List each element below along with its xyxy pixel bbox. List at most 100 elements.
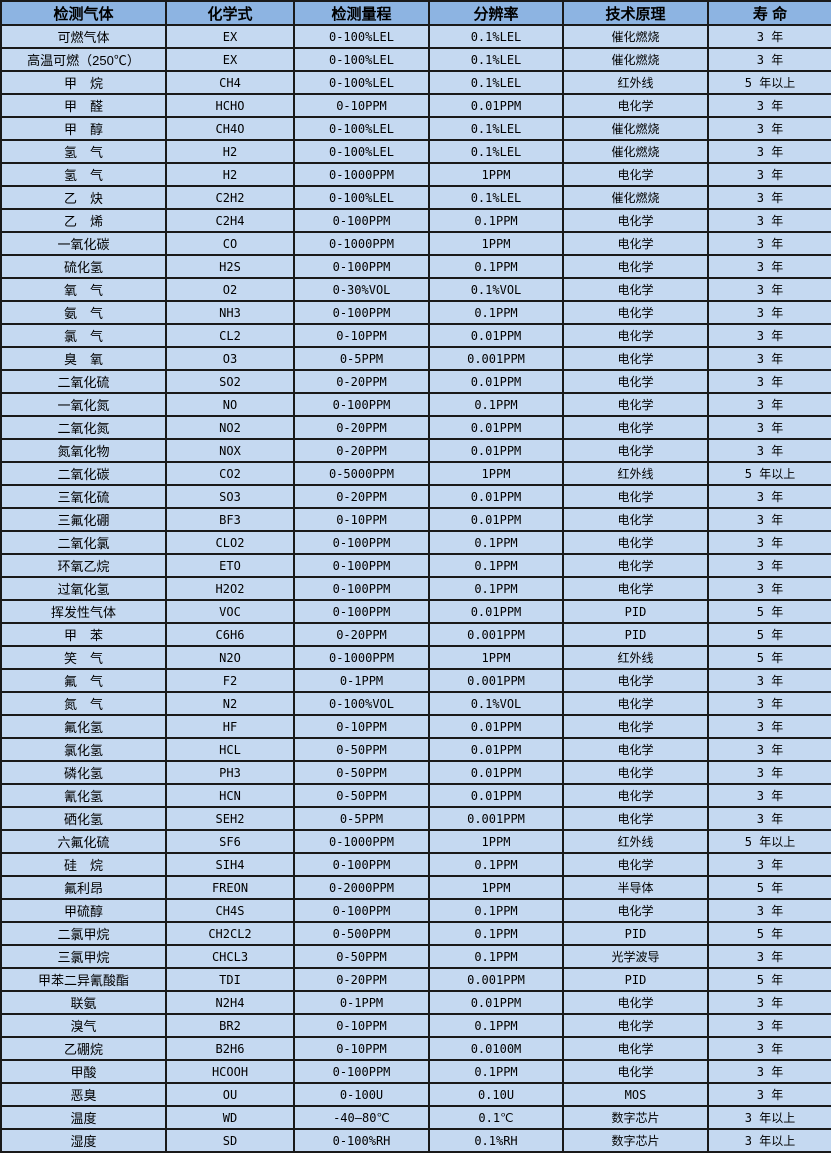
table-row: 硒化氢 SEH2 0-5PPM 0.001PPM 电化学 3 年	[0, 806, 831, 831]
cell-range: 0-20PPM	[293, 415, 430, 440]
cell-principle: 半导体	[562, 875, 709, 900]
cell-range: 0-100PPM	[293, 208, 430, 233]
cell-principle: 电化学	[562, 162, 709, 187]
cell-formula: HCOOH	[165, 1059, 295, 1084]
cell-lifespan: 3 年以上	[707, 1105, 831, 1130]
cell-range: 0-5PPM	[293, 806, 430, 831]
cell-lifespan: 3 年	[707, 553, 831, 578]
cell-gas: 氰化氢	[0, 783, 167, 808]
cell-formula: FREON	[165, 875, 295, 900]
cell-resolution: 0.001PPM	[428, 806, 564, 831]
cell-gas: 氨 气	[0, 300, 167, 325]
cell-resolution: 0.001PPM	[428, 622, 564, 647]
cell-principle: 电化学	[562, 668, 709, 693]
cell-gas: 二氧化氯	[0, 530, 167, 555]
table-row: 氮 气 N2 0-100%VOL 0.1%VOL 电化学 3 年	[0, 691, 831, 716]
cell-principle: 电化学	[562, 1036, 709, 1061]
cell-principle: 电化学	[562, 783, 709, 808]
cell-lifespan: 3 年	[707, 806, 831, 831]
table-row: 恶臭 OU 0-100U 0.10U MOS 3 年	[0, 1082, 831, 1107]
cell-gas: 甲 烷	[0, 70, 167, 95]
table-row: 三氯甲烷 CHCL3 0-50PPM 0.1PPM 光学波导 3 年	[0, 944, 831, 969]
cell-lifespan: 3 年	[707, 392, 831, 417]
cell-formula: CH4	[165, 70, 295, 95]
cell-principle: PID	[562, 921, 709, 946]
cell-formula: CL2	[165, 323, 295, 348]
cell-gas: 硒化氢	[0, 806, 167, 831]
cell-resolution: 0.1PPM	[428, 576, 564, 601]
cell-principle: 电化学	[562, 553, 709, 578]
cell-lifespan: 5 年以上	[707, 461, 831, 486]
cell-gas: 氮 气	[0, 691, 167, 716]
cell-formula: SEH2	[165, 806, 295, 831]
cell-range: 0-100PPM	[293, 553, 430, 578]
table-row: 氯化氢 HCL 0-50PPM 0.01PPM 电化学 3 年	[0, 737, 831, 762]
cell-resolution: 1PPM	[428, 461, 564, 486]
cell-lifespan: 5 年	[707, 921, 831, 946]
cell-lifespan: 3 年	[707, 369, 831, 394]
cell-range: 0-2000PPM	[293, 875, 430, 900]
cell-resolution: 0.01PPM	[428, 484, 564, 509]
cell-gas: 二氧化氮	[0, 415, 167, 440]
cell-lifespan: 3 年	[707, 185, 831, 210]
cell-resolution: 1PPM	[428, 829, 564, 854]
cell-gas: 甲硫醇	[0, 898, 167, 923]
cell-principle: 电化学	[562, 208, 709, 233]
cell-principle: 电化学	[562, 323, 709, 348]
cell-range: 0-10PPM	[293, 323, 430, 348]
cell-range: 0-100PPM	[293, 300, 430, 325]
cell-gas: 挥发性气体	[0, 599, 167, 624]
cell-principle: 电化学	[562, 369, 709, 394]
table-row: 硫化氢 H2S 0-100PPM 0.1PPM 电化学 3 年	[0, 254, 831, 279]
cell-lifespan: 5 年	[707, 645, 831, 670]
cell-formula: N2O	[165, 645, 295, 670]
cell-resolution: 0.1PPM	[428, 254, 564, 279]
cell-formula: HCN	[165, 783, 295, 808]
cell-resolution: 0.1%LEL	[428, 70, 564, 95]
cell-lifespan: 3 年	[707, 507, 831, 532]
cell-formula: SF6	[165, 829, 295, 854]
cell-gas: 六氟化硫	[0, 829, 167, 854]
cell-range: 0-10PPM	[293, 1013, 430, 1038]
cell-lifespan: 3 年	[707, 1013, 831, 1038]
cell-formula: NO	[165, 392, 295, 417]
cell-lifespan: 3 年	[707, 898, 831, 923]
cell-resolution: 0.01PPM	[428, 737, 564, 762]
cell-range: 0-50PPM	[293, 944, 430, 969]
table-row: 甲 苯 C6H6 0-20PPM 0.001PPM PID 5 年	[0, 622, 831, 647]
cell-gas: 环氧乙烷	[0, 553, 167, 578]
table-row: 二氧化硫 SO2 0-20PPM 0.01PPM 电化学 3 年	[0, 369, 831, 394]
cell-principle: PID	[562, 967, 709, 992]
table-body: 可燃气体 EX 0-100%LEL 0.1%LEL 催化燃烧 3 年高温可燃（250℃） E…	[0, 24, 831, 1153]
table-header: 检测气体 化学式 检测量程 分辨率 技术原理 寿 命	[0, 0, 831, 26]
cell-lifespan: 5 年以上	[707, 70, 831, 95]
cell-formula: SO3	[165, 484, 295, 509]
cell-principle: 催化燃烧	[562, 47, 709, 72]
table-row: 一氧化碳 CO 0-1000PPM 1PPM 电化学 3 年	[0, 231, 831, 256]
cell-gas: 甲 醛	[0, 93, 167, 118]
cell-range: 0-100U	[293, 1082, 430, 1107]
cell-resolution: 0.1%LEL	[428, 185, 564, 210]
cell-resolution: 0.01PPM	[428, 93, 564, 118]
cell-formula: CLO2	[165, 530, 295, 555]
cell-resolution: 0.01PPM	[428, 369, 564, 394]
cell-range: 0-100PPM	[293, 576, 430, 601]
cell-gas: 氢 气	[0, 162, 167, 187]
cell-resolution: 0.1PPM	[428, 392, 564, 417]
cell-resolution: 0.1PPM	[428, 898, 564, 923]
cell-formula: CH2CL2	[165, 921, 295, 946]
cell-lifespan: 3 年	[707, 323, 831, 348]
cell-lifespan: 3 年以上	[707, 1128, 831, 1153]
cell-resolution: 1PPM	[428, 162, 564, 187]
cell-gas: 二氧化碳	[0, 461, 167, 486]
cell-lifespan: 3 年	[707, 852, 831, 877]
cell-formula: O2	[165, 277, 295, 302]
table-row: 环氧乙烷 ETO 0-100PPM 0.1PPM 电化学 3 年	[0, 553, 831, 578]
cell-range: 0-50PPM	[293, 737, 430, 762]
table-row: 乙 炔 C2H2 0-100%LEL 0.1%LEL 催化燃烧 3 年	[0, 185, 831, 210]
table-row: 溴气 BR2 0-10PPM 0.1PPM 电化学 3 年	[0, 1013, 831, 1038]
cell-gas: 硅 烷	[0, 852, 167, 877]
cell-lifespan: 3 年	[707, 1036, 831, 1061]
cell-gas: 硫化氢	[0, 254, 167, 279]
cell-range: 0-100PPM	[293, 254, 430, 279]
